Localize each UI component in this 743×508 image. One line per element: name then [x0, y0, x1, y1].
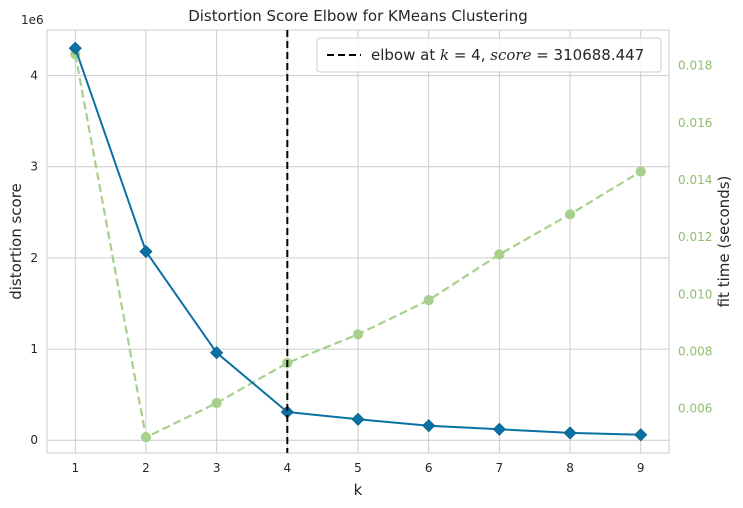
fit-time-point [211, 397, 222, 409]
y-right-tick-label: 0.018 [678, 59, 712, 73]
y-axis-offset-label: 1e6 [21, 13, 44, 27]
x-tick-label: 3 [213, 461, 221, 475]
y-right-tick-label: 0.008 [678, 345, 712, 359]
distortion-point [422, 419, 436, 433]
plot-frame [46, 29, 670, 454]
distortion-point [634, 428, 648, 442]
y-axis-right-ticks: 0.006 0.008 0.010 0.012 0.014 0.016 0.018 [678, 59, 712, 416]
legend-entry-elbow: elbow at k = 4, score = 310688.447 [371, 46, 644, 64]
legend-box [316, 37, 662, 73]
distortion-point [210, 346, 224, 360]
x-tick-label: 8 [566, 461, 574, 475]
legend: elbow at k = 4, score = 310688.447 [316, 37, 662, 73]
y-tick-label: 2 [30, 251, 38, 265]
x-axis-label: k [354, 481, 363, 499]
distortion-point [492, 422, 506, 436]
y-right-tick-label: 0.006 [678, 402, 712, 416]
distortion-point [139, 244, 153, 259]
series-distortion [68, 41, 648, 442]
y-tick-label: 3 [30, 160, 38, 174]
series-layer [68, 41, 648, 443]
y-axis-ticks: 0 1 2 3 4 [30, 69, 38, 448]
y-right-tick-label: 0.016 [678, 116, 712, 130]
x-tick-label: 4 [283, 461, 291, 475]
fit-time-point [352, 329, 364, 340]
fit-time-point [564, 209, 576, 220]
x-axis-ticks: 1 2 3 4 5 6 7 8 9 [71, 461, 644, 475]
y-right-tick-label: 0.010 [678, 287, 712, 301]
distortion-point [563, 426, 577, 440]
x-tick-label: 9 [637, 461, 645, 475]
fit-time-point [423, 294, 434, 306]
fit-time-point [494, 249, 505, 260]
fit-time-point [140, 432, 152, 443]
x-tick-label: 7 [496, 461, 504, 475]
distortion-point [351, 412, 365, 426]
distortion-point [68, 41, 82, 55]
y-axis-label: distortion score [7, 183, 25, 300]
y-tick-label: 0 [30, 433, 38, 447]
x-tick-label: 2 [142, 461, 150, 475]
x-tick-label: 1 [71, 461, 79, 475]
fit-time-point [635, 166, 646, 177]
chart-title: Distortion Score Elbow for KMeans Cluste… [188, 7, 528, 25]
y-axis-right-label: fit time (seconds) [715, 176, 733, 308]
series-fit-time [70, 49, 646, 443]
y-tick-label: 1 [30, 342, 38, 356]
y-tick-label: 4 [30, 69, 38, 83]
grid [47, 30, 669, 453]
x-tick-label: 6 [425, 461, 433, 475]
y-right-tick-label: 0.014 [678, 173, 712, 187]
x-tick-label: 5 [354, 461, 362, 475]
y-right-tick-label: 0.012 [678, 230, 712, 244]
